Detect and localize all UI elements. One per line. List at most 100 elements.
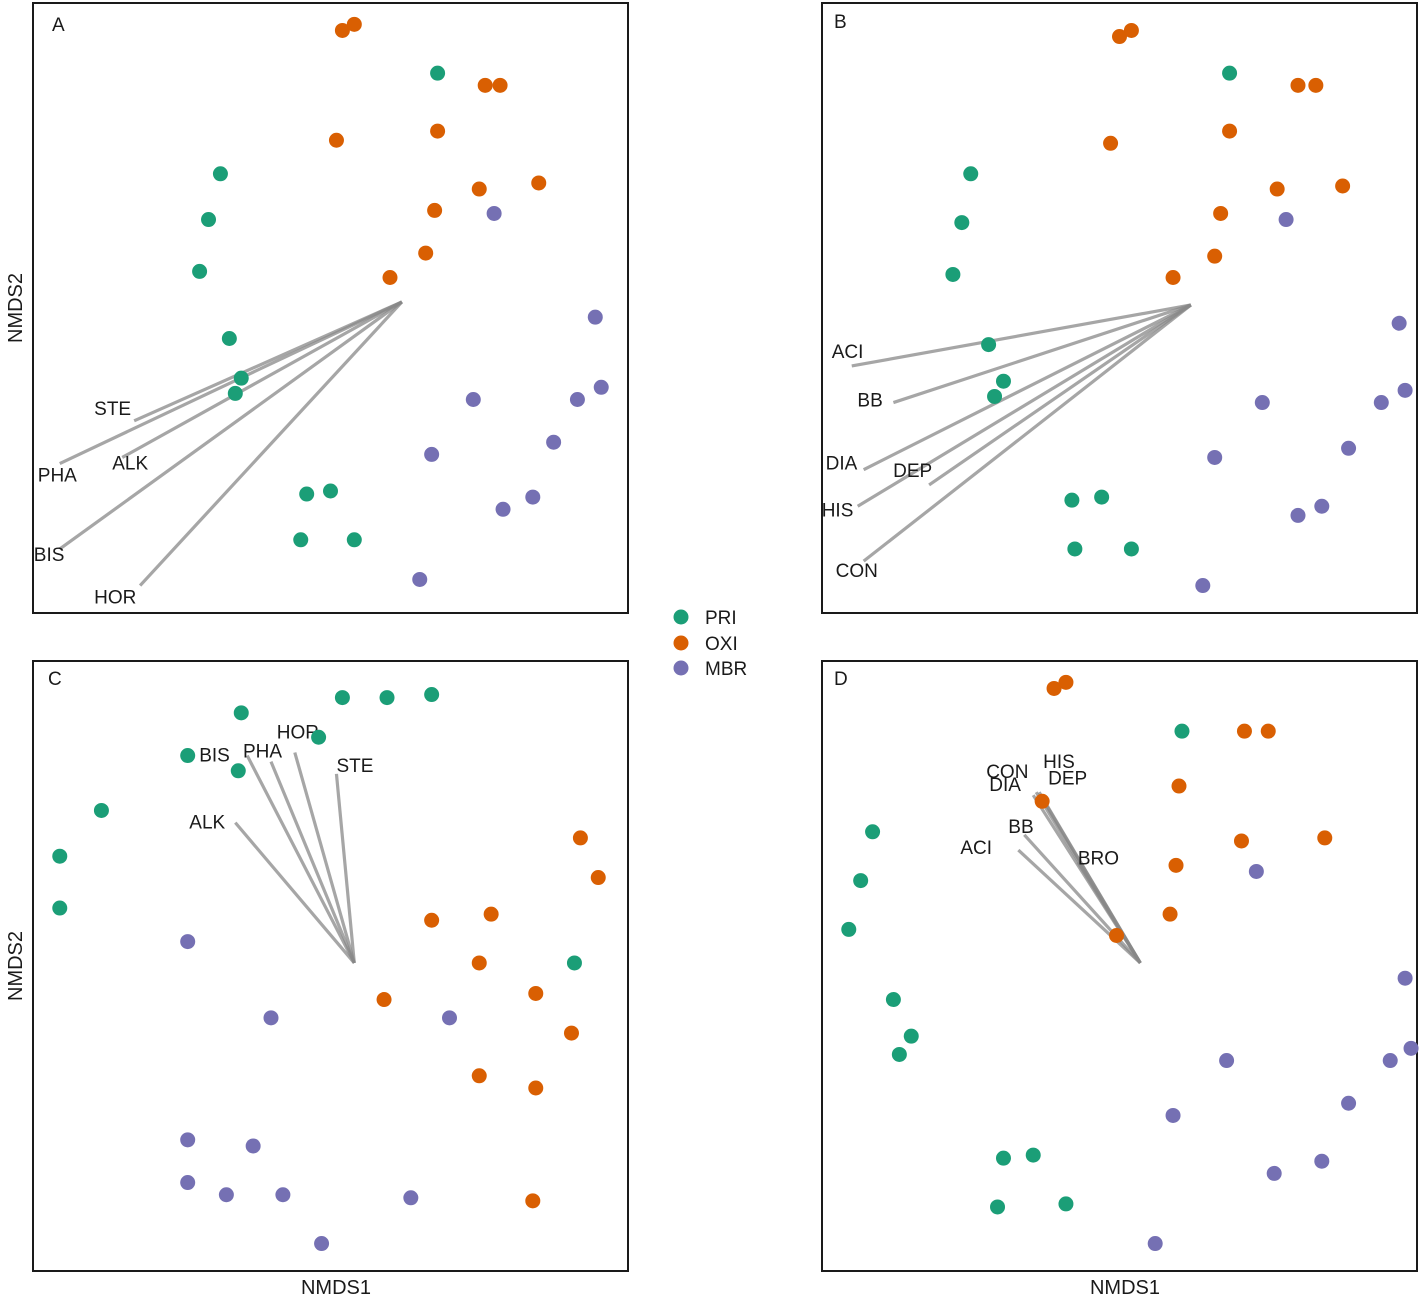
point-mbr-8	[403, 1190, 419, 1206]
panel-b-points	[945, 22, 1413, 594]
point-mbr-5	[1341, 440, 1357, 456]
point-mbr-3	[569, 392, 585, 407]
point-oxi-7	[1317, 830, 1333, 846]
y-axis-label-top: NMDS2	[5, 273, 27, 343]
point-oxi-0	[1046, 680, 1062, 696]
legend-label-pri: PRI	[705, 608, 737, 629]
point-pri-9	[293, 532, 309, 548]
vector-line-bb	[892, 303, 1192, 405]
point-mbr-3	[1373, 395, 1389, 411]
panel-c-frame	[32, 660, 629, 1272]
vector-label-con: CON	[836, 561, 878, 582]
point-oxi-7	[1335, 178, 1351, 194]
point-pri-8	[1025, 1147, 1041, 1163]
point-oxi-6	[528, 985, 544, 1001]
vector-label-alk: ALK	[112, 453, 148, 474]
panel-b-letter: B	[834, 12, 847, 33]
point-mbr-1	[587, 309, 603, 325]
point-pri-2	[424, 687, 440, 703]
point-mbr-0	[180, 934, 196, 950]
point-mbr-7	[1314, 498, 1330, 514]
point-pri-8	[323, 483, 338, 499]
vector-label-pha: PHA	[243, 742, 282, 763]
vector-label-dia: DIA	[989, 775, 1021, 796]
vector-line-hor	[293, 752, 356, 964]
point-mbr-1	[263, 1010, 279, 1026]
point-mbr-7	[275, 1187, 291, 1203]
point-pri-7	[299, 486, 315, 502]
point-mbr-2	[442, 1010, 457, 1026]
vector-label-dep: DEP	[893, 461, 932, 482]
vector-line-his	[856, 303, 1192, 508]
vector-label-alk: ALK	[189, 813, 225, 834]
point-pri-9	[52, 900, 68, 916]
point-mbr-8	[1290, 507, 1306, 523]
point-mbr-5	[180, 1175, 196, 1191]
point-oxi-1	[1123, 22, 1139, 38]
vector-line-con	[862, 303, 1192, 563]
point-pri-5	[180, 748, 196, 764]
point-mbr-4	[465, 392, 481, 407]
point-oxi-1	[346, 16, 362, 32]
vector-label-dep: DEP	[1048, 768, 1087, 789]
point-pri-5	[903, 1028, 919, 1044]
vector-line-pha	[269, 761, 356, 964]
point-pri-10	[566, 955, 582, 971]
vector-label-aci: ACI	[832, 342, 864, 363]
point-oxi-8	[427, 202, 443, 218]
point-oxi-10	[525, 1193, 541, 1209]
point-oxi-4	[471, 955, 487, 971]
y-axis-label-bottom: NMDS2	[5, 931, 27, 1001]
point-pri-6	[987, 388, 1003, 404]
point-oxi-0	[1112, 29, 1127, 45]
point-oxi-6	[471, 181, 487, 197]
vector-label-bb: BB	[1008, 817, 1033, 838]
point-oxi-10	[1165, 270, 1181, 285]
point-oxi-7	[531, 175, 547, 191]
panel-a-frame	[32, 2, 629, 614]
vector-label-pha: PHA	[38, 466, 77, 487]
point-pri-0	[334, 690, 350, 706]
legend-swatch-pri	[673, 609, 689, 625]
point-mbr-2	[593, 379, 609, 395]
point-mbr-2	[1397, 382, 1413, 398]
point-oxi-10	[382, 270, 398, 285]
vector-label-dia: DIA	[826, 454, 858, 475]
point-pri-0	[1222, 65, 1238, 81]
point-mbr-7	[1314, 1153, 1330, 1169]
point-mbr-4	[245, 1138, 261, 1154]
point-pri-5	[995, 373, 1011, 389]
point-pri-8	[1094, 489, 1110, 505]
point-mbr-6	[1207, 449, 1223, 465]
point-mbr-4	[1219, 1053, 1235, 1069]
x-axis-label-left: NMDS1	[301, 1277, 371, 1298]
legend: PRI OXI MBR	[673, 608, 747, 680]
vector-line-aci	[851, 303, 1192, 368]
vector-line-aci	[1017, 848, 1142, 965]
point-pri-2	[954, 215, 970, 231]
point-mbr-0	[1248, 863, 1264, 879]
point-pri-2	[201, 212, 217, 228]
point-pri-3	[192, 263, 208, 279]
point-oxi-9	[1207, 248, 1223, 264]
point-pri-6	[230, 763, 246, 779]
point-pri-6	[891, 1046, 907, 1062]
point-pri-7	[1064, 492, 1080, 508]
vector-label-hor: HOR	[94, 588, 136, 609]
point-mbr-6	[424, 446, 440, 462]
point-pri-7	[995, 1150, 1011, 1166]
point-mbr-5	[546, 434, 562, 450]
panel-b: B ACI BB DIA HIS DEP CON	[821, 2, 1418, 614]
panel-c-points	[52, 687, 606, 1252]
point-pri-4	[885, 992, 901, 1008]
vector-line-alk	[234, 821, 356, 964]
point-oxi-6	[1233, 833, 1249, 849]
point-oxi-2	[424, 912, 440, 928]
point-pri-4	[221, 331, 237, 346]
panel-b-vectors: ACI BB DIA HIS DEP CON	[822, 303, 1192, 582]
point-oxi-3	[1260, 723, 1276, 739]
point-pri-5	[233, 370, 249, 386]
point-oxi-8	[1213, 205, 1229, 221]
point-mbr-3	[1382, 1053, 1398, 1069]
